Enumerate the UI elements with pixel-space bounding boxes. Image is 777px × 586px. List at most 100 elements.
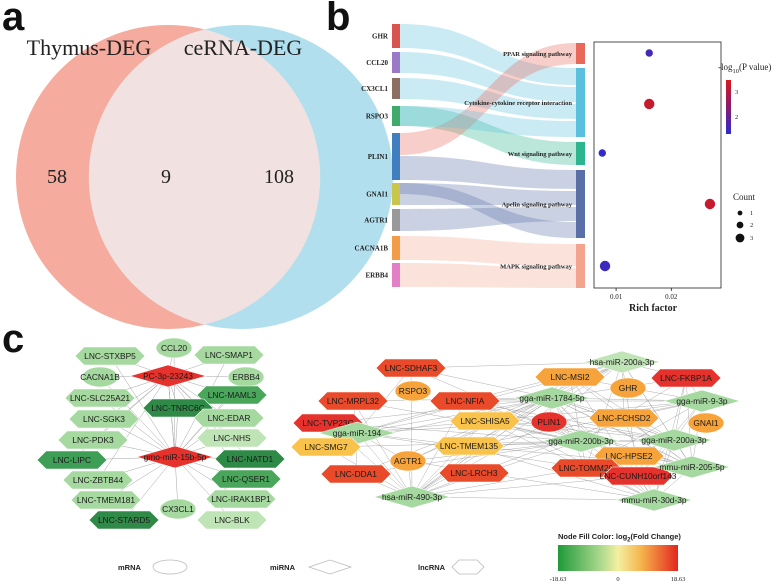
panel-letter-a: a [2, 0, 25, 39]
node-label: LNC-STXBP5 [84, 351, 136, 361]
lncrna-node[interactable]: LNC-NHS [196, 428, 268, 448]
mirna-node[interactable]: gga-miR-9-3p [662, 389, 742, 413]
mrna-node[interactable]: AGTR1 [389, 450, 427, 472]
mirna-node[interactable]: gmo-miR-15b-5p [135, 445, 215, 469]
dot-plot-x-tick-label: 0.01 [610, 293, 623, 301]
mirna-node[interactable]: gga-miR-200a-3p [634, 428, 714, 452]
lncrna-node[interactable]: LNC-DDA1 [320, 464, 392, 484]
sankey-pathway-label: MAPK signaling pathway [500, 264, 573, 271]
network-nodes: LNC-STXBP5 CCL20 LNC-SMAP1 CACNA1B PC-3p-232… [36, 337, 742, 530]
node-label: LNC-SMG7 [304, 442, 348, 452]
lncrna-node[interactable]: LNC-FKBP1A [650, 368, 722, 388]
lncrna-node[interactable]: LNC-SLC25A21 [64, 388, 136, 408]
mrna-node[interactable]: PLIN1 [530, 411, 568, 433]
sankey-link [400, 207, 576, 231]
sankey-gene-node-agtr1 [392, 209, 400, 231]
panel-letter-c: c [2, 317, 24, 361]
lncrna-node[interactable]: LNC-TMEM181 [70, 490, 142, 510]
lncrna-node[interactable]: LNC-MSI2 [534, 367, 606, 387]
lncrna-node[interactable]: LNC-PDK3 [57, 430, 129, 450]
dot-plot-frame [593, 41, 722, 289]
lncrna-node[interactable]: LNC-NATD1 [214, 449, 286, 469]
mrna-node[interactable]: CACNA1B [80, 366, 120, 388]
mirna-node[interactable]: hsa-miR-200a-3p [582, 350, 662, 374]
color-key-gradient-bar [558, 545, 678, 571]
lncrna-node[interactable]: LNC-MAML3 [196, 385, 268, 405]
mirna-node[interactable]: gga-miR-1784-5p [512, 386, 592, 410]
lncrna-node[interactable]: LNC-SHISA5 [449, 411, 521, 431]
lncrna-node[interactable]: LNC-STXBP5 [74, 346, 146, 366]
lncrna-node[interactable]: LNC-IRAK1BP1 [205, 489, 277, 509]
mrna-node[interactable]: GNAI1 [687, 412, 725, 434]
node-label: LNC-NFIA [446, 396, 485, 406]
lncrna-node[interactable]: LNC-LRCH3 [438, 463, 510, 483]
mirna-node[interactable]: PC-3p-23243 [128, 364, 208, 388]
lncrna-node[interactable]: LNC-BLK [196, 510, 268, 530]
lncrna-node[interactable]: LNC-SDHAF3 [375, 358, 447, 378]
lncrna-node[interactable]: LNC-MRPL32 [317, 391, 389, 411]
node-label: LNC-QSER1 [222, 474, 270, 484]
node-label: gga-miR-194 [333, 428, 382, 438]
lncrna-node[interactable]: LNC-NFIA [429, 391, 501, 411]
sankey-gene-label: CX3CL1 [361, 85, 388, 93]
node-label: LNC-TMEM135 [440, 441, 499, 451]
node-label: LNC-MSI2 [550, 372, 589, 382]
panel-letter-b: b [326, 0, 350, 39]
lncrna-node[interactable]: LNC-SMAP1 [193, 345, 265, 365]
mirna-node[interactable]: mmu-miR-30d-3p [614, 488, 694, 512]
shape-key-diamond [307, 559, 353, 575]
network-edge [352, 400, 413, 498]
dot-wnt-signaling-pathway [598, 149, 606, 157]
node-label: LNC-LIPC [53, 455, 91, 465]
count-legend-title: Count [733, 192, 756, 202]
lncrna-node[interactable]: LNC-CUNH10orf143 [600, 466, 677, 486]
dot-mapk-signaling-pathway [599, 260, 611, 272]
lncrna-node[interactable]: LNC-QSER1 [210, 469, 282, 489]
node-label: LNC-TMEM181 [77, 495, 136, 505]
node-label: LNC-SLC25A21 [70, 393, 130, 403]
node-label: RSPO3 [399, 386, 428, 396]
sankey-gene-node-gnai1 [392, 183, 400, 205]
node-label: CCL20 [161, 343, 187, 353]
sankey-pathway-node-wnt-signaling-pathway [576, 142, 585, 165]
mrna-node[interactable]: RSPO3 [394, 380, 432, 402]
node-label: LNC-SDHAF3 [385, 363, 438, 373]
shape-key-mrna-label: mRNA [118, 563, 142, 572]
network-edge [327, 397, 553, 424]
sankey-link [400, 24, 576, 85]
network-edge [97, 375, 169, 481]
pvalue-tick-3: 3 [735, 89, 738, 96]
node-label: mmu-miR-30d-3p [621, 495, 686, 505]
lncrna-node[interactable]: LNC-TNRC6C [142, 398, 214, 418]
mrna-node[interactable]: CX3CL1 [159, 498, 197, 520]
lncrna-node[interactable]: LNC-STARD5 [88, 510, 160, 530]
mrna-node[interactable]: CCL20 [155, 337, 193, 359]
network-edge [109, 355, 176, 458]
lncrna-node[interactable]: LNC-LIPC [36, 450, 108, 470]
network-edge [411, 420, 486, 498]
mirna-node[interactable]: mmu-miR-205-5p [652, 455, 732, 479]
venn-count-overlap: 9 [161, 166, 171, 188]
sankey-gene-label: ERBB4 [365, 272, 388, 280]
mirna-node[interactable]: gga-miR-200b-3p [541, 429, 621, 453]
sankey-gene-node-plin1 [392, 133, 400, 180]
node-label: gmo-miR-15b-5p [144, 452, 207, 462]
lncrna-node[interactable]: LNC-FCHSD2 [588, 408, 660, 428]
enrichment-dot-plot: Rich factor -log10(P value) 3 2 Count 1 … [593, 41, 771, 314]
lncrna-node[interactable]: LNC-SMG7 [290, 437, 362, 457]
node-label: LNC-BLK [214, 515, 250, 525]
sankey-link [400, 183, 576, 238]
sankey-gene-label: GNAI1 [366, 191, 388, 199]
node-label: LNC-NATD1 [227, 454, 274, 464]
lncrna-node[interactable]: LNC-ZBTB44 [62, 470, 134, 490]
color-key-title: Node Fill Color: log2(Fold Change) [558, 532, 681, 544]
lncrna-node[interactable]: LNC-TMEM135 [433, 436, 505, 456]
network-edge [468, 400, 703, 447]
lncrna-node[interactable]: LNC-EDAR [193, 408, 265, 428]
mrna-node[interactable]: ERBB4 [227, 366, 265, 388]
mrna-node[interactable]: GHR [609, 377, 647, 399]
network-edge [355, 397, 553, 475]
mirna-node[interactable]: hsa-miR-490-3p [372, 485, 452, 509]
lncrna-node[interactable]: LNC-SGK3 [68, 409, 140, 429]
